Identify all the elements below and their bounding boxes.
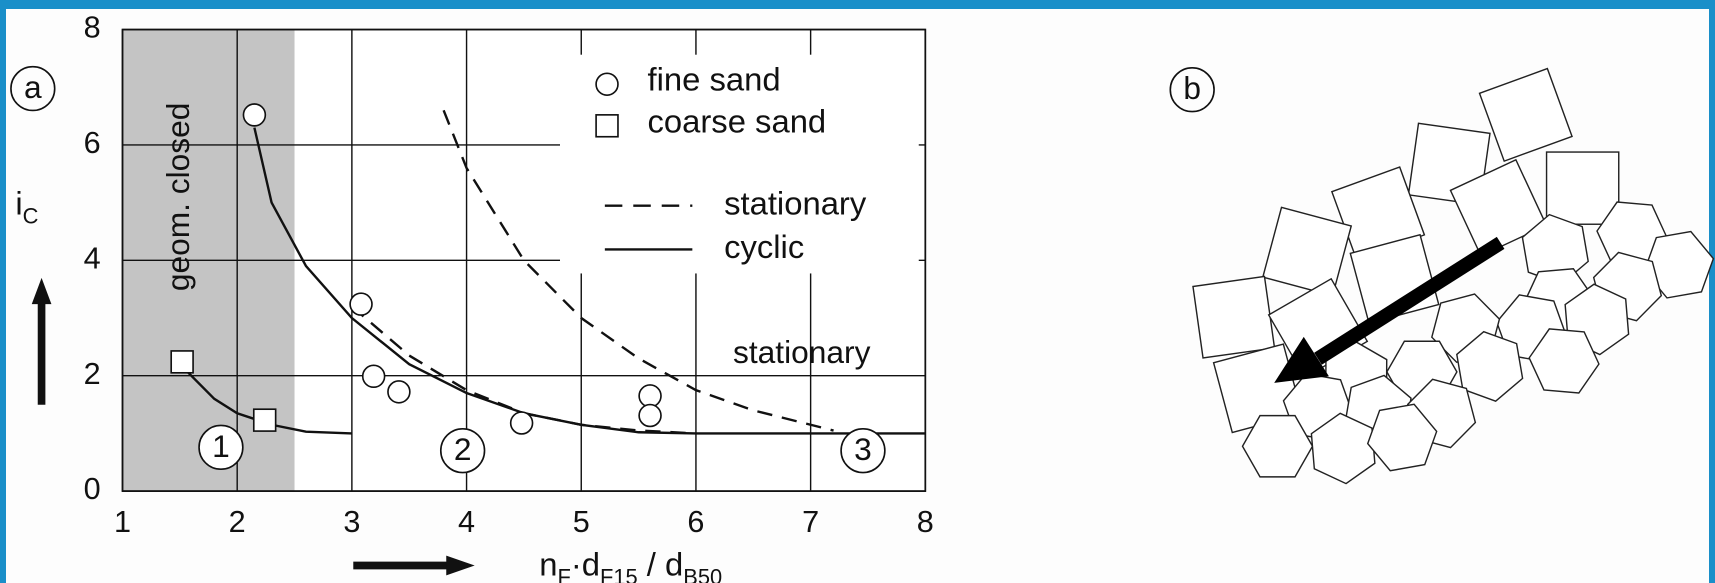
line-label: stationary bbox=[733, 334, 871, 370]
y-arrow-head bbox=[32, 278, 52, 304]
label-text: n bbox=[539, 545, 557, 582]
data-point bbox=[639, 385, 661, 407]
coarse-grain bbox=[1480, 69, 1573, 162]
x-tick-label: 8 bbox=[917, 505, 934, 539]
panel-label: a bbox=[24, 69, 42, 105]
y-tick-label: 6 bbox=[84, 126, 101, 160]
coarse-grain bbox=[1263, 207, 1351, 295]
x-tick-label: 1 bbox=[114, 505, 131, 539]
legend-marker bbox=[596, 73, 618, 95]
data-point bbox=[388, 381, 410, 403]
y-axis-label: iC bbox=[15, 184, 38, 229]
label-subscript: C bbox=[23, 204, 39, 229]
x-arrow-head bbox=[446, 556, 474, 576]
data-point bbox=[350, 293, 372, 315]
label-subscript: B50 bbox=[683, 565, 722, 583]
y-tick-label: 8 bbox=[84, 11, 101, 45]
label-text: / d bbox=[638, 545, 684, 582]
data-point bbox=[511, 412, 533, 434]
label-subscript: F15 bbox=[600, 565, 638, 583]
x-tick-label: 3 bbox=[343, 505, 360, 539]
data-point bbox=[171, 351, 193, 373]
y-tick-label: 4 bbox=[84, 241, 101, 275]
legend-label: stationary bbox=[724, 184, 867, 221]
data-point bbox=[363, 365, 385, 387]
zone-label: 1 bbox=[212, 428, 230, 464]
label-subscript: F bbox=[557, 565, 570, 583]
legend-label: coarse sand bbox=[648, 102, 827, 139]
label-text: ·d bbox=[571, 545, 600, 582]
data-point bbox=[639, 405, 661, 427]
zone-label: 3 bbox=[854, 431, 872, 467]
coarse-grain bbox=[1193, 276, 1275, 358]
x-tick-label: 7 bbox=[802, 505, 819, 539]
legend-label: cyclic bbox=[724, 228, 804, 265]
grain-diagram bbox=[1193, 69, 1715, 491]
x-tick-label: 5 bbox=[573, 505, 590, 539]
legend-marker bbox=[596, 115, 618, 137]
data-point bbox=[243, 104, 265, 126]
legend-label: fine sand bbox=[648, 61, 781, 98]
zone-label: 2 bbox=[454, 431, 472, 467]
y-tick-label: 2 bbox=[84, 357, 101, 391]
x-tick-label: 6 bbox=[687, 505, 704, 539]
data-point bbox=[254, 409, 276, 431]
figure: 1 2 3 4 5 6 7 8 0 2 4 6 8 fine sand coarse sand station… bbox=[0, 0, 1715, 583]
label-text: i bbox=[15, 184, 22, 221]
panel-label: b bbox=[1183, 70, 1201, 106]
region-label: geom. closed bbox=[160, 103, 196, 292]
coarse-grain bbox=[1547, 152, 1619, 224]
y-tick-label: 0 bbox=[84, 472, 101, 506]
x-axis-label: nF·dF15 / dB50 bbox=[539, 545, 722, 583]
x-tick-label: 2 bbox=[229, 505, 246, 539]
x-tick-label: 4 bbox=[458, 505, 475, 539]
